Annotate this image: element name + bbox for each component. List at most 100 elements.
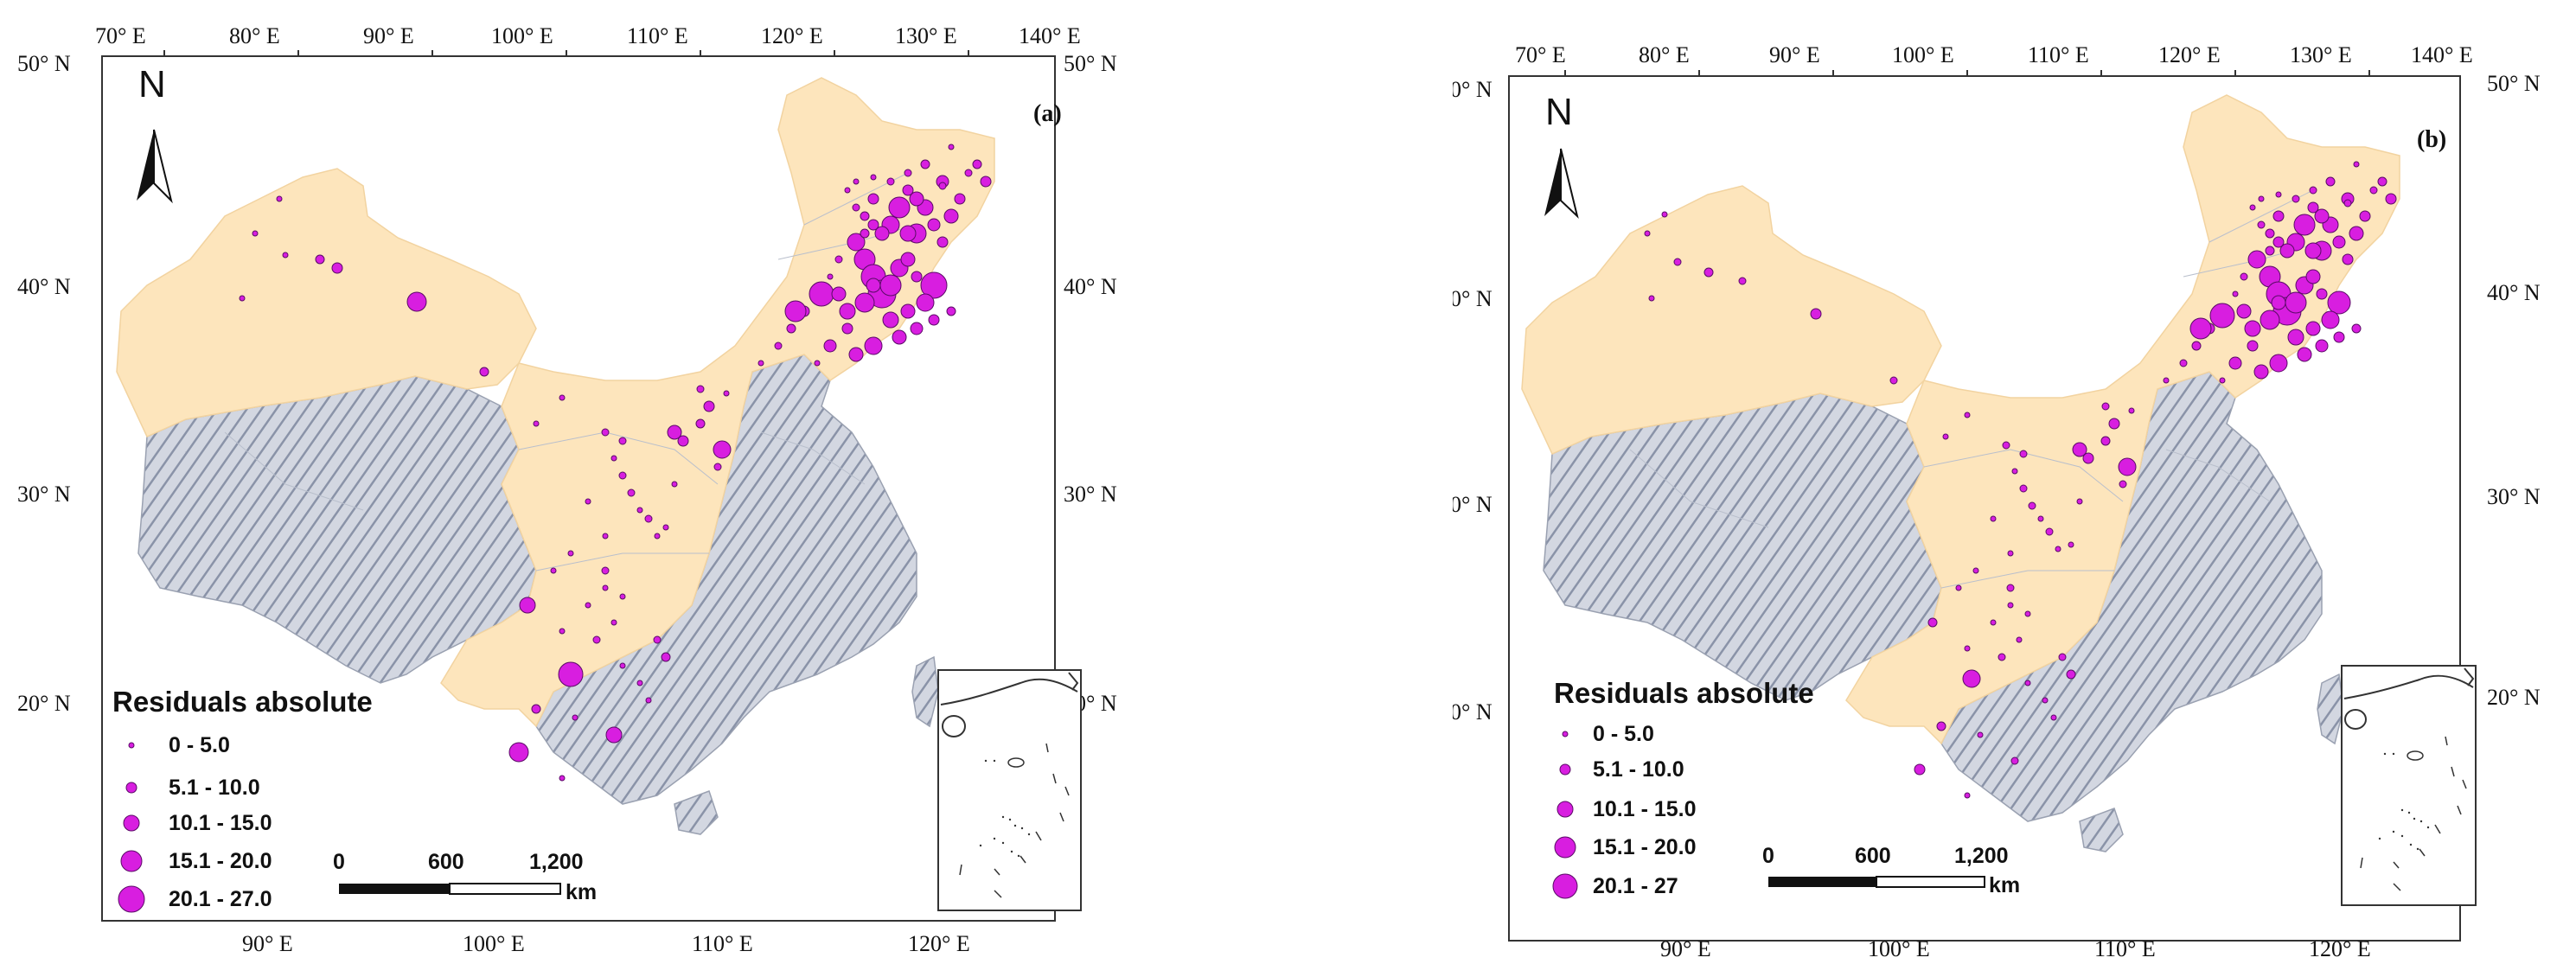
residual-point [610, 619, 617, 626]
residual-point [2232, 290, 2239, 297]
residual-point [2292, 195, 2300, 203]
legend-item-label: 0 - 5.0 [169, 733, 230, 757]
residual-point [870, 174, 877, 181]
right-lat-labels: 50° N 40° N 30° N 20° N [1064, 51, 1117, 716]
residual-point [2007, 602, 2014, 609]
residual-point [653, 635, 662, 644]
right-lat-label: 40° N [1064, 274, 1117, 299]
residual-point [2377, 176, 2387, 187]
residual-point [2244, 320, 2261, 337]
residual-point [2189, 317, 2212, 340]
north-arrow-icon: N [137, 63, 173, 204]
top-lon-label: 70° E [95, 23, 146, 48]
residual-point [927, 218, 941, 232]
residual-points [239, 144, 992, 782]
legend-item: 20.1 - 27.0 [118, 885, 272, 913]
residual-point [1927, 617, 1938, 628]
scale-unit: km [566, 880, 597, 904]
residual-point [559, 394, 566, 401]
residual-point [2006, 584, 2015, 592]
residual-point [276, 195, 283, 202]
residual-point [2240, 272, 2248, 281]
residual-point [946, 306, 956, 316]
residual-point [2327, 290, 2351, 315]
residual-point [619, 593, 626, 600]
residual-point [2072, 442, 2087, 457]
residual-point [662, 524, 669, 531]
residual-point [654, 533, 661, 539]
legend-symbol [128, 742, 135, 749]
residual-point [1936, 721, 1946, 731]
legend-item-label: 15.1 - 20.0 [1593, 835, 1697, 859]
residual-point [938, 182, 947, 190]
residual-point [847, 233, 866, 252]
residual-point [774, 342, 783, 350]
residual-point [928, 314, 940, 326]
residual-point [723, 390, 730, 397]
legend-item: 10.1 - 15.0 [1556, 797, 1697, 821]
scale-label: 600 [428, 850, 464, 874]
residual-point [1738, 277, 1747, 285]
left-lat-label: 20° N [17, 691, 71, 716]
residual-point [2333, 331, 2345, 343]
top-ticks [1564, 70, 2370, 76]
left-lat-label: 40° N [1453, 286, 1493, 311]
left-lat-label: 30° N [1453, 492, 1493, 517]
residual-point [602, 584, 609, 591]
left-lat-label: 50° N [17, 51, 71, 76]
residual-point [713, 463, 722, 471]
residual-point [1977, 731, 1984, 738]
map-b-svg: 70° E 80° E 90° E 100° E 110° E 120° E 1… [1453, 42, 2541, 961]
residual-point [2272, 236, 2285, 248]
bottom-lon-label: 100° E [1868, 936, 1930, 961]
top-lon-label: 140° E [2411, 42, 2473, 67]
legend-item-label: 5.1 - 10.0 [1593, 757, 1684, 782]
residual-point [2314, 208, 2330, 224]
residual-point [1673, 258, 1682, 266]
bottom-lon-labels: 90° E 100° E 110° E 120° E [242, 931, 970, 956]
residual-point [601, 428, 610, 437]
residual-point [533, 420, 540, 427]
residual-point [252, 230, 259, 237]
residual-point [671, 481, 678, 488]
legend-symbol [1562, 731, 1569, 737]
residual-point [2066, 669, 2076, 680]
legend-symbol [125, 782, 137, 794]
residual-point [696, 385, 705, 393]
map-a-svg: 70° E 80° E 90° E 100° E 110° E 120° E 1… [17, 23, 1117, 956]
legend-symbol [118, 885, 145, 913]
scale-label: 0 [1762, 844, 1774, 868]
legend: Residuals absolute 0 - 5.0 5.1 - 10.0 10… [1552, 677, 1814, 899]
scale-label: 600 [1855, 844, 1891, 868]
bottom-lon-labels: 90° E 100° E 110° E 120° E [1660, 936, 2371, 961]
scale-segment [339, 884, 450, 894]
residual-point [2055, 546, 2061, 552]
residual-point [2016, 636, 2023, 643]
legend-item: 15.1 - 20.0 [1554, 835, 1697, 859]
residual-point [605, 726, 623, 744]
hatched-region-south [2079, 808, 2124, 852]
residual-point [866, 278, 881, 293]
residual-point [827, 273, 834, 280]
residual-point [636, 680, 643, 686]
residual-point [860, 211, 870, 221]
residual-point [2209, 303, 2235, 329]
legend-symbol [120, 850, 143, 872]
residual-point [2279, 243, 2295, 259]
top-lon-label: 110° E [627, 23, 688, 48]
residual-point [834, 255, 843, 264]
residual-point [2349, 226, 2364, 241]
scale-bar: 0 600 1,200 km [1762, 844, 2020, 897]
residual-point [2258, 195, 2265, 202]
residual-point [841, 322, 853, 335]
residual-point [331, 262, 343, 274]
residual-point [2100, 436, 2111, 446]
study-region [116, 77, 995, 728]
residual-point [848, 347, 864, 362]
residual-point [854, 292, 875, 313]
legend: Residuals absolute 0 - 5.0 5.1 - 10.0 10… [112, 686, 373, 913]
residual-point [899, 225, 917, 242]
top-lon-label: 120° E [761, 23, 823, 48]
scale-label: 1,200 [529, 850, 584, 874]
residual-point [2028, 501, 2036, 510]
